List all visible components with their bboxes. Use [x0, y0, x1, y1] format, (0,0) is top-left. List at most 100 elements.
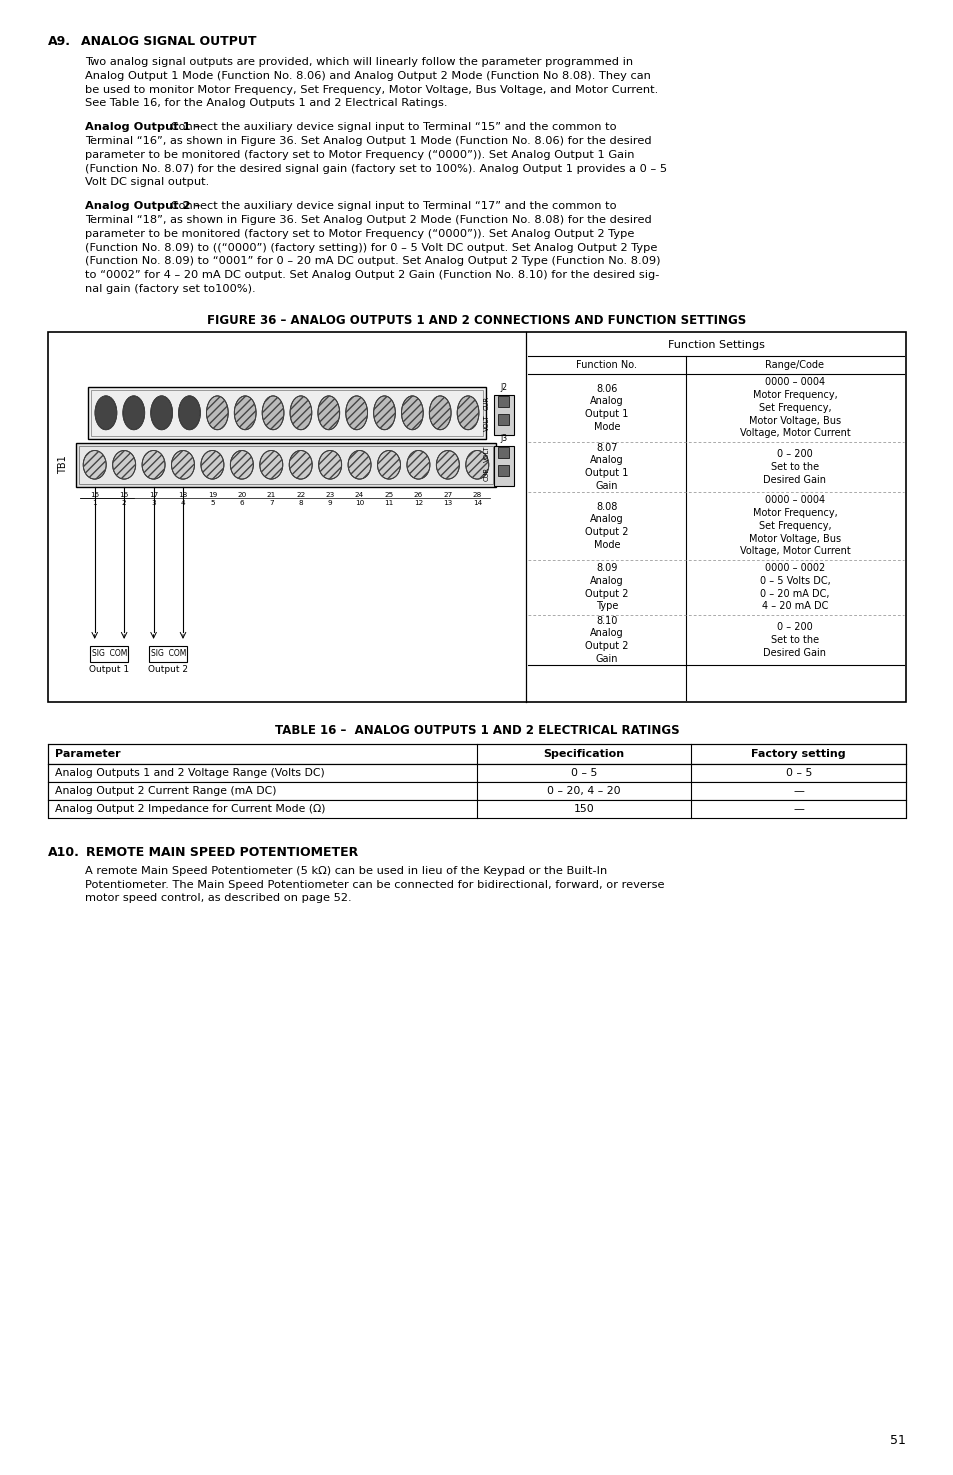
Text: CUR: CUR	[483, 466, 490, 481]
Text: 0 – 5: 0 – 5	[571, 768, 597, 777]
Text: Parameter: Parameter	[55, 749, 120, 758]
Text: Analog Output 2 –: Analog Output 2 –	[85, 201, 200, 211]
Text: 2: 2	[122, 500, 127, 506]
Text: nal gain (factory set to100%).: nal gain (factory set to100%).	[85, 285, 255, 294]
Text: Volt DC signal output.: Volt DC signal output.	[85, 177, 209, 187]
Bar	[91, 389, 482, 435]
Text: Output 1: Output 1	[90, 665, 130, 674]
Ellipse shape	[348, 450, 371, 479]
Text: Output 2: Output 2	[148, 665, 188, 674]
Text: 7: 7	[269, 500, 274, 506]
Ellipse shape	[407, 450, 430, 479]
Bar	[494, 395, 514, 435]
Bar	[498, 414, 509, 425]
Text: J3: J3	[500, 434, 507, 442]
Text: Analog Output 2 Impedance for Current Mode (Ω): Analog Output 2 Impedance for Current Mo…	[55, 804, 325, 814]
Text: parameter to be monitored (factory set to Motor Frequency (“0000”)). Set Analog : parameter to be monitored (factory set t…	[85, 150, 634, 159]
Ellipse shape	[151, 395, 172, 429]
Text: 14: 14	[472, 500, 481, 506]
Text: Range/Code: Range/Code	[764, 360, 823, 370]
Text: 15: 15	[90, 491, 99, 497]
Text: A10.: A10.	[48, 845, 80, 858]
Bar	[88, 386, 485, 438]
Text: 17: 17	[149, 491, 158, 497]
Text: FIGURE 36 – ANALOG OUTPUTS 1 AND 2 CONNECTIONS AND FUNCTION SETTINGS: FIGURE 36 – ANALOG OUTPUTS 1 AND 2 CONNE…	[207, 314, 746, 327]
Ellipse shape	[112, 450, 135, 479]
Text: Terminal “18”, as shown in Figure 36. Set Analog Output 2 Mode (Function No. 8.0: Terminal “18”, as shown in Figure 36. Se…	[85, 215, 651, 226]
Text: 8.09
Analog
Output 2
Type: 8.09 Analog Output 2 Type	[584, 563, 628, 612]
Text: 3: 3	[152, 500, 155, 506]
Ellipse shape	[465, 450, 488, 479]
Text: REMOTE MAIN SPEED POTENTIOMETER: REMOTE MAIN SPEED POTENTIOMETER	[86, 845, 358, 858]
Text: SIG  COM: SIG COM	[151, 649, 186, 658]
Ellipse shape	[345, 395, 367, 429]
Text: VOLT: VOLT	[483, 414, 490, 431]
Text: 23: 23	[325, 491, 335, 497]
Text: J2: J2	[500, 384, 507, 392]
Ellipse shape	[317, 395, 339, 429]
Text: 21: 21	[267, 491, 275, 497]
Text: 51: 51	[889, 1434, 905, 1447]
Ellipse shape	[83, 450, 106, 479]
Text: to “0002” for 4 – 20 mA DC output. Set Analog Output 2 Gain (Function No. 8.10) : to “0002” for 4 – 20 mA DC output. Set A…	[85, 270, 659, 280]
Ellipse shape	[123, 395, 145, 429]
Text: be used to monitor Motor Frequency, Set Frequency, Motor Voltage, Bus Voltage, a: be used to monitor Motor Frequency, Set …	[85, 84, 658, 94]
Bar	[494, 445, 514, 485]
Text: 4: 4	[180, 500, 185, 506]
Text: 16: 16	[119, 491, 129, 497]
Text: 0 – 200
Set to the
Desired Gain: 0 – 200 Set to the Desired Gain	[762, 448, 825, 485]
Text: 8.10
Analog
Output 2
Gain: 8.10 Analog Output 2 Gain	[584, 615, 628, 664]
Text: 5: 5	[210, 500, 214, 506]
Bar	[48, 782, 905, 799]
Text: See Table 16, for the Analog Outputs 1 and 2 Electrical Ratings.: See Table 16, for the Analog Outputs 1 a…	[85, 99, 447, 108]
Text: motor speed control, as described on page 52.: motor speed control, as described on pag…	[85, 894, 352, 903]
Text: VOLT: VOLT	[483, 445, 490, 462]
Bar	[498, 447, 509, 457]
Bar	[76, 442, 496, 487]
Text: 8.07
Analog
Output 1
Gain: 8.07 Analog Output 1 Gain	[584, 442, 628, 491]
Ellipse shape	[230, 450, 253, 479]
Text: 6: 6	[239, 500, 244, 506]
Text: 12: 12	[414, 500, 422, 506]
Bar	[48, 764, 905, 782]
Text: 27: 27	[443, 491, 452, 497]
Text: Potentiometer. The Main Speed Potentiometer can be connected for bidirectional, : Potentiometer. The Main Speed Potentiome…	[85, 879, 664, 889]
Ellipse shape	[172, 450, 194, 479]
Text: (Function No. 8.09) to ((“0000”) (factory setting)) for 0 – 5 Volt DC output. Se: (Function No. 8.09) to ((“0000”) (factor…	[85, 242, 657, 252]
Text: Function No.: Function No.	[576, 360, 637, 370]
Text: Specification: Specification	[543, 749, 624, 758]
Ellipse shape	[259, 450, 282, 479]
Text: 0 – 5: 0 – 5	[784, 768, 811, 777]
Text: 24: 24	[355, 491, 364, 497]
Text: 0000 – 0002
0 – 5 Volts DC,
0 – 20 mA DC,
4 – 20 mA DC: 0000 – 0002 0 – 5 Volts DC, 0 – 20 mA DC…	[759, 563, 829, 612]
Text: 28: 28	[472, 491, 481, 497]
Text: Analog Output 2 Current Range (mA DC): Analog Output 2 Current Range (mA DC)	[55, 786, 276, 797]
Text: 8.06
Analog
Output 1
Mode: 8.06 Analog Output 1 Mode	[584, 384, 628, 432]
Text: 20: 20	[237, 491, 246, 497]
Text: (Function No. 8.07) for the desired signal gain (factory set to 100%). Analog Ou: (Function No. 8.07) for the desired sign…	[85, 164, 666, 174]
Bar	[149, 646, 187, 662]
Ellipse shape	[206, 395, 228, 429]
Text: SIG  COM: SIG COM	[91, 649, 127, 658]
Ellipse shape	[436, 450, 458, 479]
Text: Connect the auxiliary device signal input to Terminal “17” and the common to: Connect the auxiliary device signal inpu…	[168, 201, 617, 211]
Text: 10: 10	[355, 500, 364, 506]
Text: 0 – 200
Set to the
Desired Gain: 0 – 200 Set to the Desired Gain	[762, 622, 825, 658]
Text: TB1: TB1	[58, 456, 68, 473]
Ellipse shape	[289, 450, 312, 479]
Text: ANALOG SIGNAL OUTPUT: ANALOG SIGNAL OUTPUT	[81, 35, 256, 49]
Ellipse shape	[234, 395, 255, 429]
Text: TABLE 16 –  ANALOG OUTPUTS 1 AND 2 ELECTRICAL RATINGS: TABLE 16 – ANALOG OUTPUTS 1 AND 2 ELECTR…	[274, 724, 679, 738]
Text: 18: 18	[178, 491, 188, 497]
Bar	[91, 646, 129, 662]
Bar	[498, 465, 509, 476]
Text: Factory setting: Factory setting	[751, 749, 845, 758]
Text: Two analog signal outputs are provided, which will linearly follow the parameter: Two analog signal outputs are provided, …	[85, 58, 633, 66]
Text: Connect the auxiliary device signal input to Terminal “15” and the common to: Connect the auxiliary device signal inpu…	[168, 122, 617, 133]
Text: —: —	[793, 786, 803, 797]
Text: (Function No. 8.09) to “0001” for 0 – 20 mA DC output. Set Analog Output 2 Type : (Function No. 8.09) to “0001” for 0 – 20…	[85, 257, 659, 267]
Text: 11: 11	[384, 500, 394, 506]
Text: CUR: CUR	[483, 395, 490, 410]
Bar	[498, 395, 509, 407]
Ellipse shape	[318, 450, 341, 479]
